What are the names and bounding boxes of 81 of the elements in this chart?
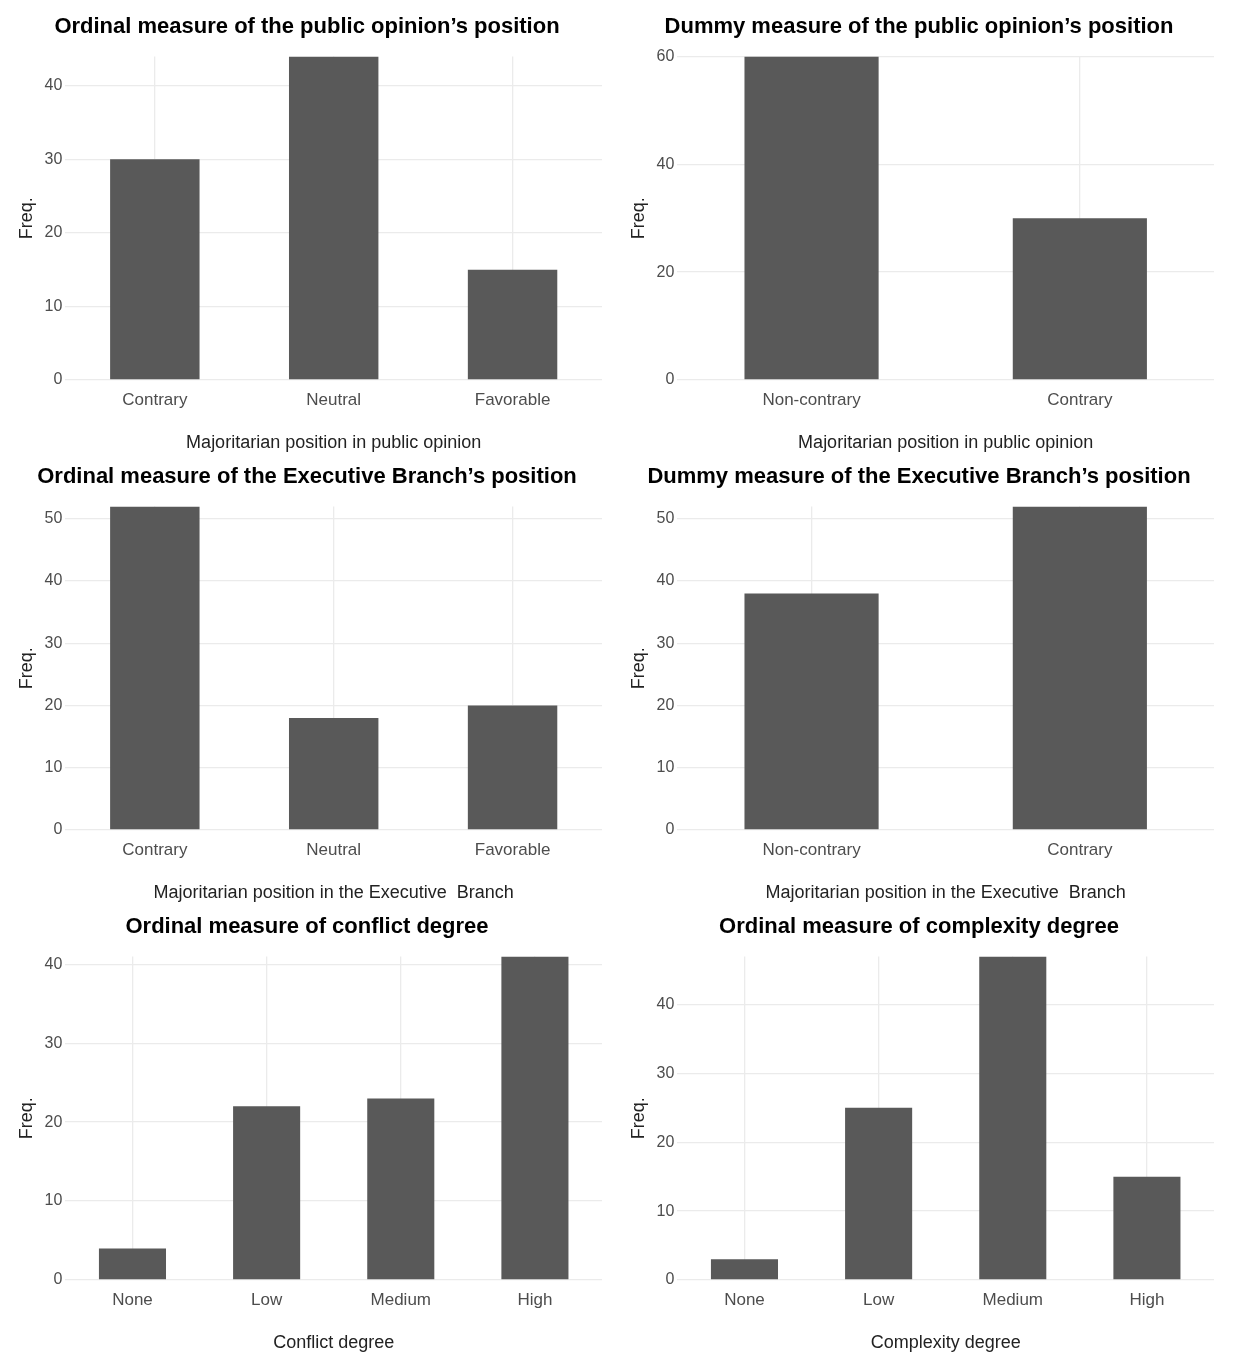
x-axis-title: Majoritarian position in public opinion [798,432,1094,453]
x-tick-label: Neutral [306,389,362,409]
x-tick-label: Favorable [474,839,551,859]
chart-title: Dummy measure of the Executive Branch’s position [647,463,1191,489]
y-axis-title: Freq. [627,197,648,240]
chart-title: Ordinal measure of conflict degree [125,913,489,939]
x-tick-label: Contrary [1047,389,1113,409]
y-tick-label: 0 [53,1270,63,1288]
bar [367,1098,435,1280]
y-tick-label: 50 [44,509,63,527]
y-tick-label: 20 [656,262,675,280]
bar [979,956,1047,1280]
y-tick-label: 20 [656,695,675,713]
y-tick-label: 10 [44,296,63,314]
y-tick-label: 40 [656,571,675,589]
y-tick-label: 30 [44,1033,63,1051]
bar [845,1107,913,1280]
y-axis-title: Freq. [15,197,36,240]
x-tick-label: High [517,1289,553,1309]
bar [467,705,558,830]
x-tick-label: Medium [370,1289,432,1309]
y-tick-label: 0 [665,820,675,838]
x-axis-title: Majoritarian position in public opinion [186,432,482,453]
x-tick-label: None [724,1289,765,1309]
bar [288,717,379,830]
y-tick-label: 20 [44,695,63,713]
y-tick-label: 20 [44,1112,63,1130]
y-tick-label: 10 [656,1201,675,1219]
y-tick-label: 40 [44,954,63,972]
y-axis-title: Freq. [15,647,36,690]
chart-title: Dummy measure of the public opinion’s position [664,13,1174,39]
chart-title: Ordinal measure of the Executive Branch’s position [37,463,577,489]
bar [501,956,569,1280]
y-tick-label: 30 [656,633,675,651]
x-tick-label: Contrary [122,839,188,859]
x-axis-title: Majoritarian position in the Executive Branch [153,882,514,903]
y-tick-label: 40 [44,571,63,589]
x-tick-label: Low [251,1289,283,1309]
y-tick-label: 0 [665,1270,675,1288]
bar [98,1248,167,1280]
bar [288,56,379,380]
y-axis-title: Freq. [627,1097,648,1140]
bar [110,159,200,380]
y-tick-label: 30 [656,1063,675,1081]
x-tick-label: None [112,1289,153,1309]
y-tick-label: 50 [656,509,675,527]
y-tick-label: 30 [44,633,63,651]
y-tick-label: 30 [44,149,63,167]
bar [467,269,558,380]
bar [1113,1176,1181,1280]
y-tick-label: 40 [44,76,63,94]
x-tick-label: Neutral [306,839,362,859]
y-tick-label: 0 [53,820,63,838]
y-tick-label: 10 [656,758,675,776]
y-tick-label: 10 [44,1191,63,1209]
x-axis-title: Conflict degree [273,1332,395,1353]
x-axis-title: Majoritarian position in the Executive Branch [765,882,1126,903]
x-tick-label: Non-contrary [762,839,862,859]
bar [110,506,200,830]
y-tick-label: 40 [656,995,675,1012]
y-axis-title: Freq. [15,1097,36,1140]
y-tick-label: 60 [656,46,675,64]
bar [710,1259,779,1280]
chart-title: Ordinal measure of the public opinion’s position [54,13,560,39]
x-tick-label: Contrary [122,389,188,409]
y-tick-label: 10 [44,758,63,776]
x-tick-label: High [1129,1289,1165,1309]
y-axis-title: Freq. [627,647,648,690]
bar [233,1106,301,1280]
y-tick-label: 0 [665,370,675,388]
x-tick-label: Low [863,1289,895,1309]
x-tick-label: Contrary [1047,839,1113,859]
y-tick-label: 20 [44,223,63,241]
x-tick-label: Medium [982,1289,1044,1309]
y-tick-label: 40 [656,154,675,172]
y-tick-label: 0 [53,370,63,388]
x-tick-label: Non-contrary [762,389,862,409]
y-tick-label: 20 [656,1132,675,1150]
x-tick-label: Favorable [474,389,551,409]
x-axis-title: Complexity degree [870,1332,1021,1353]
chart-title: Ordinal measure of complexity degree [719,913,1119,939]
